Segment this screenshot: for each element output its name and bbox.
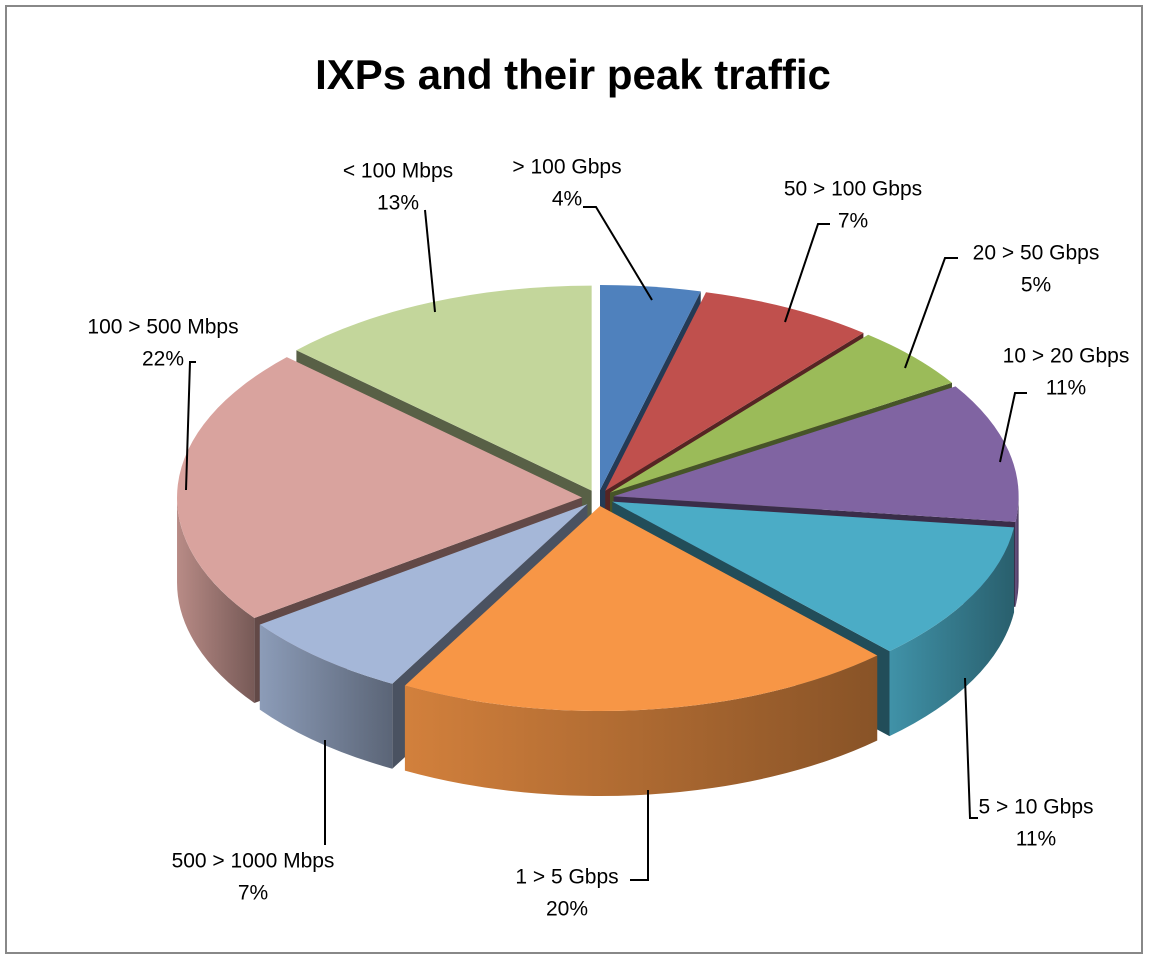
slice-label: 10 > 20 Gbps	[1003, 345, 1130, 368]
slice-wall	[404, 655, 878, 797]
slice-label: 5 > 10 Gbps	[979, 796, 1094, 819]
slice-top	[610, 334, 952, 493]
slice-top	[404, 506, 878, 712]
slice-label: < 100 Mbps	[343, 160, 453, 183]
slice-label: 500 > 1000 Mbps	[172, 850, 335, 873]
leader-line	[904, 257, 958, 369]
slice-value-label: 13%	[377, 192, 419, 215]
slice-top	[605, 292, 864, 491]
slice-label: 1 > 5 Gbps	[515, 866, 618, 889]
slice-label: 50 > 100 Gbps	[784, 178, 922, 201]
slice-label: > 100 Gbps	[512, 156, 621, 179]
slice-value-label: 22%	[142, 348, 184, 371]
slice-top	[259, 504, 588, 684]
leader-line	[964, 677, 978, 819]
slice-top	[296, 285, 592, 491]
slice-wall	[1015, 496, 1019, 607]
chart-title: IXPs and their peak traffic	[315, 51, 831, 98]
leader-line	[630, 790, 649, 881]
leader-line	[583, 206, 653, 301]
slice-value-label: 11%	[1016, 828, 1056, 851]
slice	[404, 506, 878, 797]
slice-wall	[177, 497, 255, 703]
leader-line	[424, 209, 436, 313]
slice-wall	[889, 527, 1015, 737]
slice-value-label: 20%	[546, 898, 588, 921]
leader-line	[185, 361, 196, 491]
slice-label: 20 > 50 Gbps	[973, 242, 1100, 265]
slice-top	[612, 501, 1015, 652]
slice-value-label: 11%	[1046, 377, 1086, 400]
slice-top	[600, 284, 701, 490]
leader-line	[784, 223, 830, 323]
slice-top	[177, 357, 583, 618]
slice-label: 100 > 500 Mbps	[87, 316, 238, 339]
slice-top	[613, 386, 1019, 522]
leader-line	[999, 392, 1027, 463]
slice-value-label: 7%	[238, 882, 268, 905]
slice-wall	[259, 624, 393, 769]
slice-value-label: 5%	[1021, 274, 1051, 297]
slice-value-label: 4%	[552, 188, 582, 211]
slice-value-label: 7%	[838, 210, 868, 233]
